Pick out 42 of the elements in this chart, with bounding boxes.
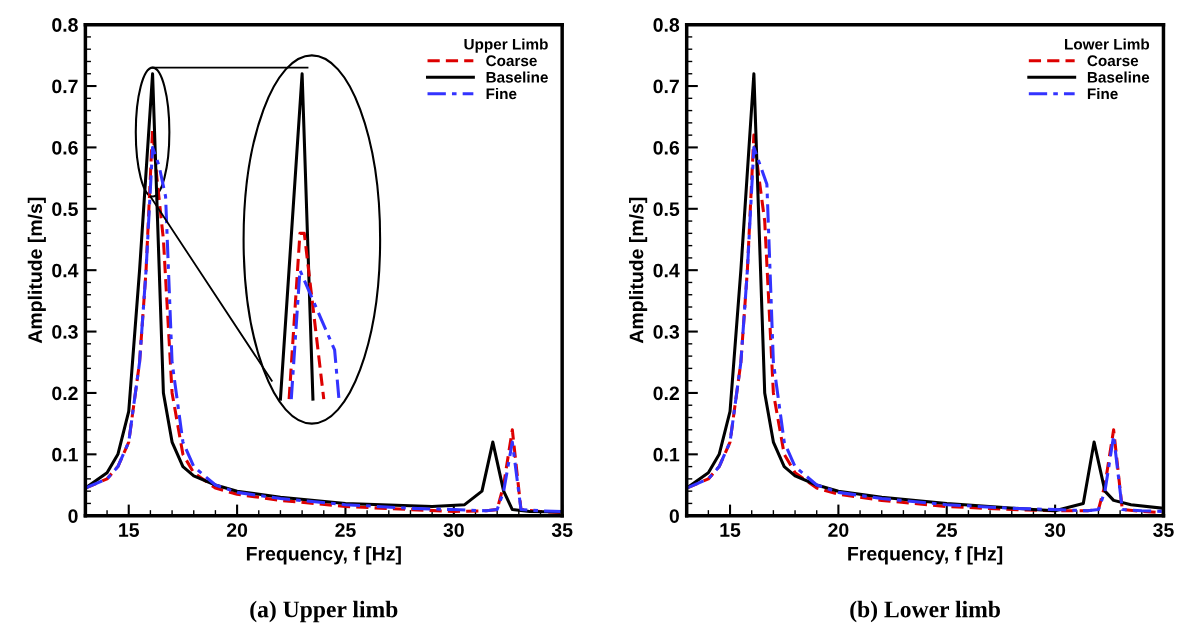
legend-label: Baseline	[1087, 71, 1150, 83]
y-axis-title: Amplitude [m/s]	[27, 197, 46, 344]
legend-label: Fine	[486, 88, 517, 100]
legend-label: Baseline	[486, 71, 548, 83]
x-tick-label: 25	[335, 523, 356, 537]
legend-label: Fine	[1087, 88, 1118, 100]
y-tick-label: 0.3	[653, 325, 680, 339]
x-tick-label: 30	[443, 523, 464, 537]
y-tick-label: 0.1	[52, 447, 78, 462]
y-tick-label: 0.6	[653, 140, 680, 155]
text: (a) Upper limb	[250, 600, 398, 623]
legend-label: Coarse	[1087, 55, 1139, 67]
y-tick-label: 0.5	[52, 202, 78, 217]
x-tick-label: 35	[1153, 523, 1174, 537]
y-tick-label: 0.2	[653, 386, 679, 401]
legend-title: Lower Limb	[1065, 38, 1150, 50]
x-tick-label: 15	[720, 523, 741, 537]
x-axis-title: Frequency, f [Hz]	[246, 546, 401, 565]
x-tick-label: 35	[551, 523, 573, 537]
text: (b) Lower limb	[850, 600, 1000, 623]
legend-title: Upper Limb	[464, 38, 548, 53]
y-tick-label: 0	[669, 509, 679, 523]
y-tick-label: 0.6	[52, 140, 78, 155]
x-tick-label: 25	[936, 523, 958, 537]
y-tick-label: 0	[68, 509, 78, 523]
y-tick-label: 0.3	[52, 325, 78, 339]
y-tick-label: 0.4	[653, 263, 680, 278]
y-tick-label: 0.8	[653, 18, 680, 32]
x-tick-label: 15	[119, 523, 140, 537]
y-tick-label: 0.4	[52, 263, 79, 278]
y-tick-label: 0.2	[52, 386, 78, 401]
y-tick-label: 0.7	[52, 79, 78, 94]
y-axis-title: Amplitude [m/s]	[629, 197, 648, 344]
legend-label: Coarse	[486, 55, 537, 67]
x-tick-label: 30	[1044, 523, 1066, 537]
y-tick-label: 0.1	[653, 447, 680, 462]
x-tick-label: 20	[226, 523, 248, 537]
y-tick-label: 0.5	[653, 202, 680, 217]
x-axis-title: Frequency, f [Hz]	[848, 546, 1003, 565]
y-tick-label: 0.8	[52, 18, 78, 32]
y-tick-label: 0.7	[653, 79, 679, 94]
x-tick-label: 20	[828, 523, 849, 537]
